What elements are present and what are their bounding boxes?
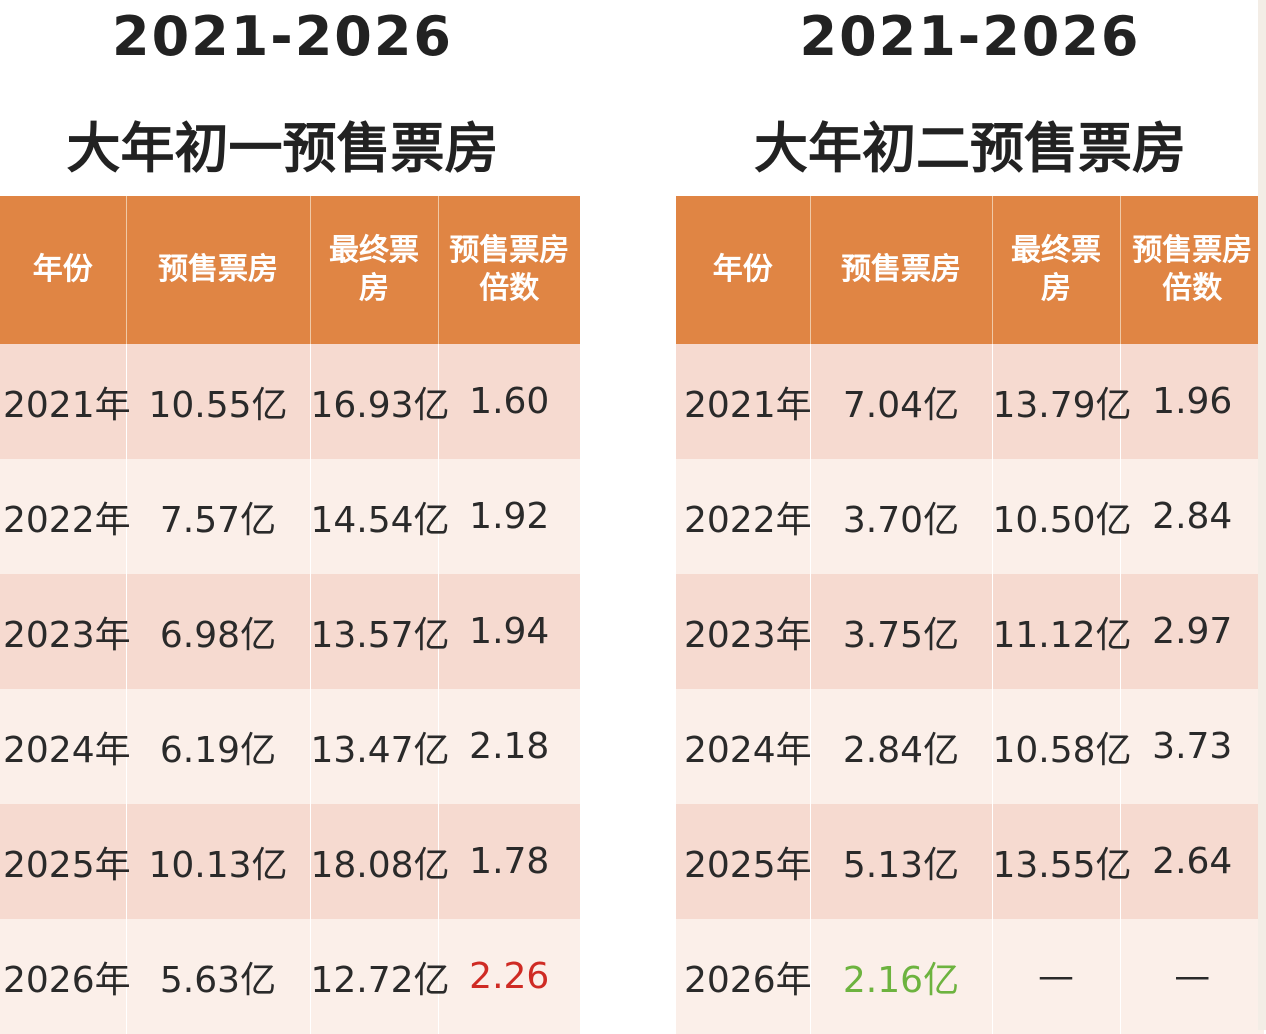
table-row: 2024年 2.84亿 10.58亿 3.73 bbox=[676, 689, 1264, 804]
right-cell-ratio: 1.96 bbox=[1120, 344, 1264, 459]
right-header-final: 最终票房 bbox=[992, 196, 1121, 344]
right-cell-final: 13.55亿 bbox=[992, 804, 1132, 919]
right-cell-final: 10.50亿 bbox=[992, 459, 1132, 574]
right-cell-year: 2022年 bbox=[676, 459, 812, 574]
table-row: 2025年 5.13亿 13.55亿 2.64 bbox=[676, 804, 1264, 919]
table-row: 2025年 10.13亿 18.08亿 1.78 bbox=[0, 804, 580, 919]
left-cell-final: 16.93亿 bbox=[310, 344, 450, 459]
left-cell-ratio: 2.18 bbox=[438, 689, 580, 804]
right-cell-ratio: — bbox=[1120, 919, 1264, 1034]
right-panel: 2021-2026 大年初二预售票房 年份 预售票房 最终票房 预售票房 倍数 2… bbox=[676, 0, 1264, 1034]
left-cell-ratio-highlight: 2.26 bbox=[438, 919, 580, 1034]
table-row: 2021年 10.55亿 16.93亿 1.60 bbox=[0, 344, 580, 459]
left-title-years: 2021-2026 bbox=[112, 5, 453, 68]
left-cell-final: 14.54亿 bbox=[310, 459, 450, 574]
left-cell-final: 12.72亿 bbox=[310, 919, 450, 1034]
left-header-year: 年份 bbox=[0, 196, 127, 344]
left-cell-final: 13.47亿 bbox=[310, 689, 450, 804]
left-cell-ratio: 1.78 bbox=[438, 804, 580, 919]
right-header-ratio: 预售票房 倍数 bbox=[1120, 196, 1264, 344]
right-cell-presale: 5.13亿 bbox=[810, 804, 993, 919]
table-row: 2021年 7.04亿 13.79亿 1.96 bbox=[676, 344, 1264, 459]
right-cell-year: 2024年 bbox=[676, 689, 812, 804]
left-header-presale: 预售票房 bbox=[126, 196, 311, 344]
left-cell-presale: 7.57亿 bbox=[126, 459, 311, 574]
right-title-years: 2021-2026 bbox=[799, 5, 1141, 68]
left-cell-year: 2024年 bbox=[0, 689, 131, 804]
right-cell-presale: 2.84亿 bbox=[810, 689, 993, 804]
left-cell-ratio: 1.60 bbox=[438, 344, 580, 459]
right-cell-presale: 7.04亿 bbox=[810, 344, 993, 459]
right-cell-final: — bbox=[992, 919, 1121, 1034]
table-row: 2024年 6.19亿 13.47亿 2.18 bbox=[0, 689, 580, 804]
left-table-header-row: 年份 预售票房 最终票房 预售票房 倍数 bbox=[0, 196, 580, 344]
left-header-final: 最终票房 bbox=[310, 196, 439, 344]
right-table: 年份 预售票房 最终票房 预售票房 倍数 2021年 7.04亿 13.79亿 1… bbox=[676, 196, 1264, 1034]
left-title: 大年初一预售票房 bbox=[66, 117, 499, 180]
left-cell-year: 2021年 bbox=[0, 344, 131, 459]
left-cell-ratio: 1.94 bbox=[438, 574, 580, 689]
left-panel: 2021-2026 大年初一预售票房 年份 预售票房 最终票房 预售票房 倍数 2… bbox=[0, 0, 580, 1034]
left-cell-year: 2025年 bbox=[0, 804, 131, 919]
table-row: 2023年 3.75亿 11.12亿 2.97 bbox=[676, 574, 1264, 689]
left-cell-ratio: 1.92 bbox=[438, 459, 580, 574]
left-header-ratio: 预售票房 倍数 bbox=[438, 196, 580, 344]
left-cell-final: 18.08亿 bbox=[310, 804, 450, 919]
right-cell-presale: 3.70亿 bbox=[810, 459, 993, 574]
right-cell-year: 2026年 bbox=[676, 919, 812, 1034]
table-row: 2022年 3.70亿 10.50亿 2.84 bbox=[676, 459, 1264, 574]
right-cell-ratio: 2.97 bbox=[1120, 574, 1264, 689]
right-cell-final: 11.12亿 bbox=[992, 574, 1132, 689]
right-header-presale: 预售票房 bbox=[810, 196, 993, 344]
page-edge-strip bbox=[1258, 0, 1266, 1030]
right-header-year: 年份 bbox=[676, 196, 811, 344]
right-cell-presale-highlight: 2.16亿 bbox=[810, 919, 993, 1034]
left-cell-final: 13.57亿 bbox=[310, 574, 450, 689]
left-cell-presale: 10.13亿 bbox=[126, 804, 311, 919]
right-cell-ratio: 2.84 bbox=[1120, 459, 1264, 574]
right-cell-final: 10.58亿 bbox=[992, 689, 1132, 804]
left-cell-year: 2026年 bbox=[0, 919, 131, 1034]
table-row: 2026年 5.63亿 12.72亿 2.26 bbox=[0, 919, 580, 1034]
left-table: 年份 预售票房 最终票房 预售票房 倍数 2021年 10.55亿 16.93亿 … bbox=[0, 196, 580, 1034]
right-cell-year: 2023年 bbox=[676, 574, 812, 689]
right-cell-final: 13.79亿 bbox=[992, 344, 1132, 459]
left-cell-presale: 5.63亿 bbox=[126, 919, 311, 1034]
table-row: 2026年 2.16亿 — — bbox=[676, 919, 1264, 1034]
right-cell-ratio: 3.73 bbox=[1120, 689, 1264, 804]
left-cell-presale: 10.55亿 bbox=[126, 344, 311, 459]
right-cell-year: 2025年 bbox=[676, 804, 812, 919]
left-cell-year: 2022年 bbox=[0, 459, 131, 574]
left-cell-presale: 6.98亿 bbox=[126, 574, 311, 689]
table-row: 2023年 6.98亿 13.57亿 1.94 bbox=[0, 574, 580, 689]
right-title: 大年初二预售票房 bbox=[754, 117, 1186, 180]
right-cell-year: 2021年 bbox=[676, 344, 812, 459]
table-row: 2022年 7.57亿 14.54亿 1.92 bbox=[0, 459, 580, 574]
left-cell-presale: 6.19亿 bbox=[126, 689, 311, 804]
left-cell-year: 2023年 bbox=[0, 574, 131, 689]
right-table-header-row: 年份 预售票房 最终票房 预售票房 倍数 bbox=[676, 196, 1264, 344]
right-cell-presale: 3.75亿 bbox=[810, 574, 993, 689]
right-cell-ratio: 2.64 bbox=[1120, 804, 1264, 919]
